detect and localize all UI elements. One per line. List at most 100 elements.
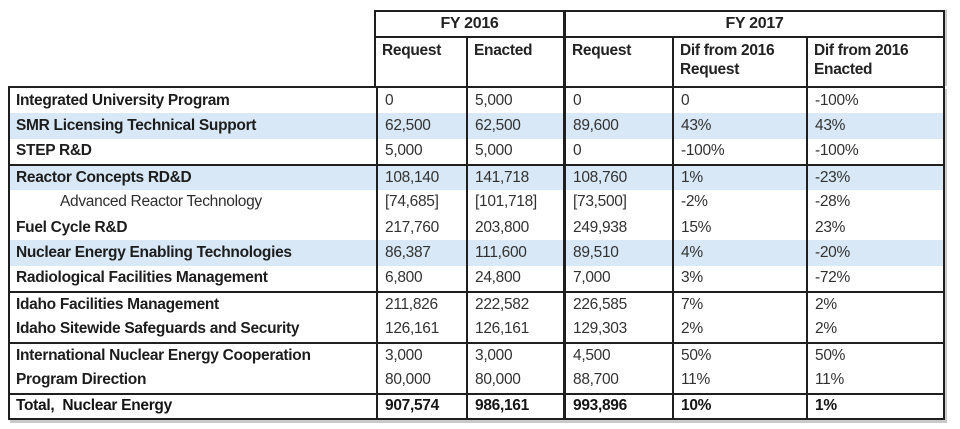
cell-fy16-request: 86,387 [376, 240, 466, 266]
cell-fy16-enacted: 141,718 [466, 166, 563, 190]
cell-fy17-request: 108,760 [563, 166, 672, 190]
cell-fy16-request: 217,760 [376, 214, 466, 241]
cell-dif-enacted: 2% [806, 293, 943, 317]
cell-fy16-request: 6,800 [376, 265, 466, 292]
cell-dif-request: -100% [672, 138, 806, 165]
cell-fy16-enacted: 126,161 [466, 316, 563, 342]
cell-program: Fuel Cycle R&D [16, 218, 128, 236]
cell-dif-request: 1% [672, 166, 806, 190]
cell-fy16-enacted: 111,600 [466, 240, 563, 266]
cell-dif-enacted: -20% [806, 240, 943, 266]
cell-dif-request: 10% [672, 394, 806, 419]
cell-dif-enacted: 43% [806, 113, 943, 139]
column-header-fy2016-enacted: Enacted [466, 38, 563, 86]
cell-dif-request: 7% [672, 293, 806, 317]
cell-fy16-enacted: [101,718] [466, 189, 563, 215]
cell-fy17-request: 4,500 [563, 343, 672, 368]
cell-dif-request: -2% [672, 189, 806, 215]
cell-dif-request: 2% [672, 316, 806, 342]
cell-fy16-request: [74,685] [376, 189, 466, 215]
row-smr-licensing-technical-support: SMR Licensing Technical Support 62,500 6… [10, 113, 943, 139]
cell-program: Idaho Facilities Management [16, 295, 219, 313]
cell-program: Program Direction [16, 370, 147, 388]
cell-dif-enacted: -100% [806, 138, 943, 165]
cell-fy16-request: 907,574 [376, 394, 466, 419]
row-international-nuclear-energy-cooperation: International Nuclear Energy Cooperation… [10, 341, 943, 368]
cell-fy16-enacted: 222,582 [466, 293, 563, 317]
cell-dif-enacted: 50% [806, 343, 943, 368]
cell-program: Advanced Reactor Technology [60, 193, 262, 211]
cell-fy17-request: 0 [563, 138, 672, 165]
cell-program: SMR Licensing Technical Support [16, 117, 257, 135]
cell-fy16-enacted: 986,161 [466, 394, 563, 419]
cell-dif-enacted: 23% [806, 214, 943, 241]
cell-program: STEP R&D [16, 142, 92, 160]
cell-dif-request: 15% [672, 214, 806, 241]
cell-dif-enacted: 1% [806, 394, 943, 419]
cell-fy16-request: 108,140 [376, 166, 466, 190]
cell-program: Idaho Sitewide Safeguards and Security [16, 320, 300, 338]
column-header-dif-from-2016-enacted: Dif from 2016 Enacted [806, 38, 943, 86]
column-group-fy2017: FY 2017 [563, 12, 943, 38]
cell-fy16-enacted: 5,000 [466, 138, 563, 165]
cell-fy16-request: 5,000 [376, 138, 466, 165]
cell-fy16-request: 126,161 [376, 316, 466, 342]
row-nuclear-energy-enabling-technologies: Nuclear Energy Enabling Technologies 86,… [10, 240, 943, 266]
cell-fy17-request: [73,500] [563, 189, 672, 215]
cell-fy17-request: 0 [563, 88, 672, 114]
cell-fy17-request: 89,600 [563, 113, 672, 139]
cell-program: Integrated University Program [16, 91, 230, 109]
row-total-nuclear-energy: Total, Nuclear Energy 907,574 986,161 99… [10, 392, 943, 419]
cell-program: Total, Nuclear Energy [16, 397, 172, 415]
cell-fy17-request: 129,303 [563, 316, 672, 342]
row-radiological-facilities-management: Radiological Facilities Management 6,800… [10, 265, 943, 292]
cell-fy16-request: 0 [376, 88, 466, 114]
row-program-direction: Program Direction 80,000 80,000 88,700 1… [10, 367, 943, 393]
cell-dif-request: 3% [672, 265, 806, 292]
cell-fy16-request: 211,826 [376, 293, 466, 317]
column-header-fy2017-request: Request [563, 38, 672, 86]
table-header: FY 2016 FY 2017 Request Enacted Request … [374, 10, 945, 86]
column-header-dif-from-2016-request: Dif from 2016 Request [672, 38, 806, 86]
cell-fy16-enacted: 5,000 [466, 88, 563, 114]
row-idaho-facilities-management: Idaho Facilities Management 211,826 222,… [10, 291, 943, 317]
cell-fy17-request: 7,000 [563, 265, 672, 292]
cell-dif-enacted: -28% [806, 189, 943, 215]
cell-fy17-request: 89,510 [563, 240, 672, 266]
cell-dif-enacted: 11% [806, 367, 943, 393]
cell-fy17-request: 88,700 [563, 367, 672, 393]
cell-fy16-request: 3,000 [376, 343, 466, 368]
cell-fy17-request: 249,938 [563, 214, 672, 241]
cell-program: International Nuclear Energy Cooperation [16, 346, 311, 364]
cell-fy16-request: 62,500 [376, 113, 466, 139]
cell-dif-request: 50% [672, 343, 806, 368]
cell-program: Nuclear Energy Enabling Technologies [16, 244, 292, 262]
cell-fy16-enacted: 3,000 [466, 343, 563, 368]
cell-fy16-enacted: 203,800 [466, 214, 563, 241]
cell-fy17-request: 226,585 [563, 293, 672, 317]
cell-dif-request: 11% [672, 367, 806, 393]
cell-dif-enacted: 2% [806, 316, 943, 342]
cell-dif-request: 4% [672, 240, 806, 266]
row-idaho-sitewide-safeguards-and-security: Idaho Sitewide Safeguards and Security 1… [10, 316, 943, 342]
column-group-fy2016: FY 2016 [376, 12, 563, 38]
cell-dif-enacted: -100% [806, 88, 943, 114]
cell-fy16-enacted: 80,000 [466, 367, 563, 393]
row-step-rd: STEP R&D 5,000 5,000 0 -100% -100% [10, 138, 943, 165]
budget-table-body: Integrated University Program 0 5,000 0 … [8, 86, 945, 421]
row-fuel-cycle-rd: Fuel Cycle R&D 217,760 203,800 249,938 1… [10, 214, 943, 241]
cell-program: Reactor Concepts RD&D [16, 168, 192, 186]
row-reactor-concepts-rdd: Reactor Concepts RD&D 108,140 141,718 10… [10, 164, 943, 190]
cell-fy16-request: 80,000 [376, 367, 466, 393]
cell-fy17-request: 993,896 [563, 394, 672, 419]
cell-fy16-enacted: 62,500 [466, 113, 563, 139]
cell-dif-request: 43% [672, 113, 806, 139]
cell-fy16-enacted: 24,800 [466, 265, 563, 292]
row-integrated-university-program: Integrated University Program 0 5,000 0 … [10, 88, 943, 114]
cell-dif-request: 0 [672, 88, 806, 114]
column-header-fy2016-request: Request [382, 42, 442, 59]
cell-dif-enacted: -23% [806, 166, 943, 190]
cell-program: Radiological Facilities Management [16, 269, 268, 287]
cell-dif-enacted: -72% [806, 265, 943, 292]
row-advanced-reactor-technology: Advanced Reactor Technology [74,685] [10… [10, 189, 943, 215]
